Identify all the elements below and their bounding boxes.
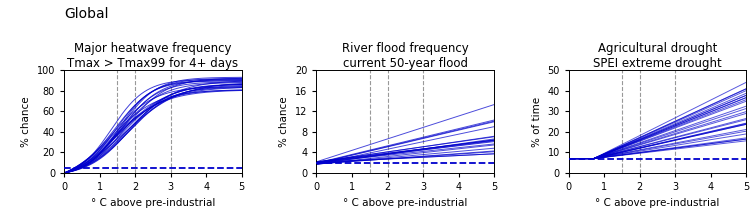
X-axis label: ° C above pre-industrial: ° C above pre-industrial: [90, 198, 215, 208]
Y-axis label: % chance: % chance: [280, 96, 290, 147]
Y-axis label: % chance: % chance: [21, 96, 31, 147]
Text: Global: Global: [64, 7, 109, 21]
X-axis label: ° C above pre-industrial: ° C above pre-industrial: [596, 198, 720, 208]
Y-axis label: % of time: % of time: [532, 97, 542, 147]
Title: Agricultural drought
SPEI extreme drought: Agricultural drought SPEI extreme drough…: [593, 42, 722, 70]
Title: Major heatwave frequency
Tmax > Tmax99 for 4+ days: Major heatwave frequency Tmax > Tmax99 f…: [67, 42, 238, 70]
Title: River flood frequency
current 50-year flood: River flood frequency current 50-year fl…: [342, 42, 469, 70]
X-axis label: ° C above pre-industrial: ° C above pre-industrial: [343, 198, 467, 208]
